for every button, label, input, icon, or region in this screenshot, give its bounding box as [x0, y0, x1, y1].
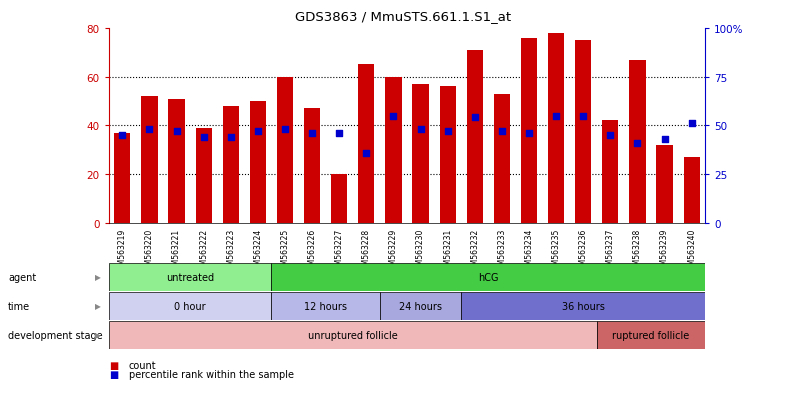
Point	[414, 126, 427, 133]
Bar	[596, 321, 705, 349]
Bar	[439, 87, 456, 223]
Point	[305, 131, 318, 137]
Text: count: count	[129, 360, 156, 370]
Bar	[656, 145, 673, 223]
Text: ruptured follicle: ruptured follicle	[613, 330, 690, 340]
Bar	[222, 107, 239, 223]
Point	[116, 132, 129, 139]
Bar	[272, 263, 705, 291]
Bar	[602, 121, 618, 223]
Bar	[683, 157, 700, 223]
Bar	[109, 321, 596, 349]
Bar	[109, 292, 272, 320]
Bar	[141, 97, 158, 223]
Text: 12 hours: 12 hours	[304, 301, 347, 311]
Text: percentile rank within the sample: percentile rank within the sample	[129, 369, 294, 379]
Text: ▶: ▶	[95, 330, 101, 339]
Point	[685, 121, 698, 127]
Bar	[272, 292, 380, 320]
Text: untreated: untreated	[166, 272, 214, 282]
Point	[333, 131, 346, 137]
Text: 24 hours: 24 hours	[399, 301, 442, 311]
Point	[522, 131, 535, 137]
Bar	[385, 77, 401, 223]
Bar	[109, 263, 272, 291]
Bar	[304, 109, 320, 223]
Text: agent: agent	[8, 272, 36, 282]
Text: ■: ■	[109, 360, 118, 370]
Point	[251, 128, 264, 135]
Text: ▶: ▶	[95, 273, 101, 282]
Point	[197, 134, 210, 141]
Text: hCG: hCG	[478, 272, 499, 282]
Bar	[380, 292, 461, 320]
Point	[224, 134, 237, 141]
Point	[550, 113, 563, 120]
Bar	[575, 41, 592, 223]
Point	[577, 113, 590, 120]
Point	[170, 128, 183, 135]
Point	[496, 128, 509, 135]
Text: development stage: development stage	[8, 330, 102, 340]
Point	[279, 126, 292, 133]
Text: unruptured follicle: unruptured follicle	[308, 330, 397, 340]
Point	[631, 140, 644, 147]
Bar	[494, 95, 510, 223]
Bar	[250, 102, 266, 223]
Bar	[196, 128, 212, 223]
Bar	[461, 292, 705, 320]
Bar	[168, 99, 185, 223]
Point	[468, 115, 481, 121]
Text: time: time	[8, 301, 30, 311]
Bar	[358, 65, 375, 223]
Point	[143, 126, 156, 133]
Text: 0 hour: 0 hour	[174, 301, 206, 311]
Text: 36 hours: 36 hours	[562, 301, 604, 311]
Point	[387, 113, 400, 120]
Bar	[548, 34, 564, 223]
Point	[441, 128, 454, 135]
Text: ■: ■	[109, 369, 118, 379]
Point	[659, 136, 671, 143]
Bar	[467, 51, 483, 223]
Bar	[331, 174, 347, 223]
Bar	[413, 85, 429, 223]
Bar	[521, 38, 537, 223]
Point	[360, 150, 373, 157]
Text: GDS3863 / MmuSTS.661.1.S1_at: GDS3863 / MmuSTS.661.1.S1_at	[295, 10, 511, 23]
Bar	[629, 60, 646, 223]
Bar	[114, 133, 131, 223]
Bar	[277, 77, 293, 223]
Text: ▶: ▶	[95, 301, 101, 311]
Point	[604, 132, 617, 139]
